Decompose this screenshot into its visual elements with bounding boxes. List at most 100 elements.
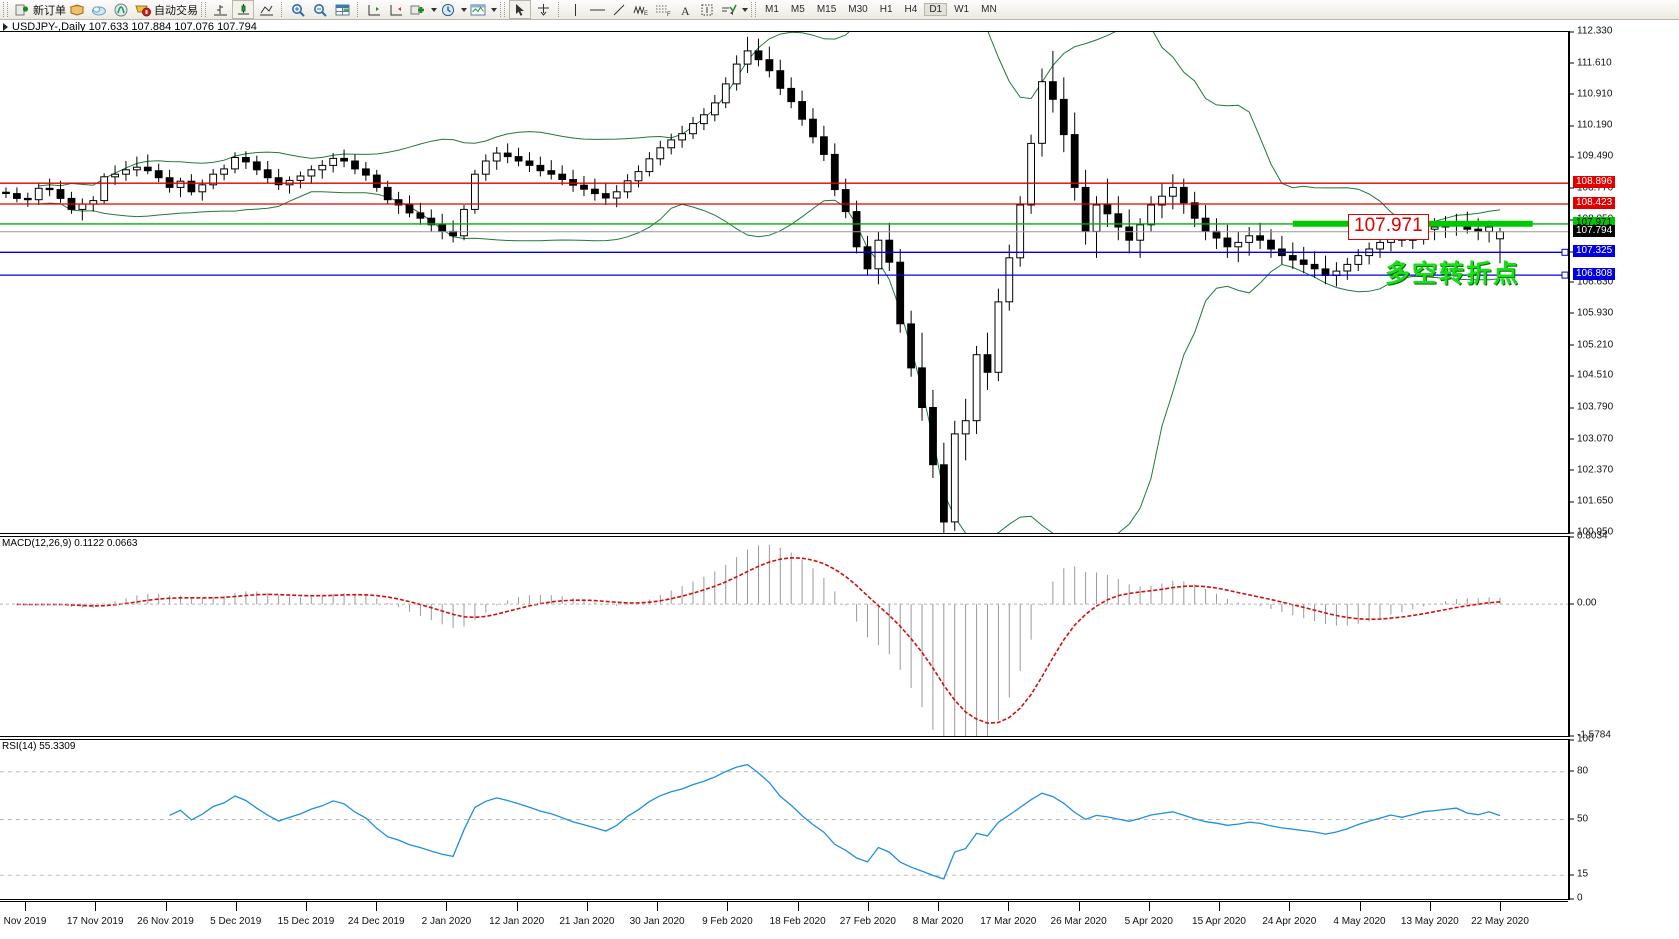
line-chart-icon[interactable] [256,1,276,18]
price-label-support[interactable]: 107.325 [1573,245,1616,258]
mql5-community-icon[interactable] [133,1,153,18]
price-scale[interactable]: 112.330111.610110.910110.190109.490108.7… [1568,26,1679,538]
time-tick-label: 21 Jan 2020 [559,916,615,927]
price-label-support[interactable]: 106.808 [1573,268,1616,281]
price-chart-canvas [0,32,1568,533]
text-icon[interactable]: A [675,1,695,18]
price-tick: 100.950 [1570,527,1613,538]
vertical-line-icon[interactable] [565,1,585,18]
label-icon[interactable] [697,1,717,18]
rsi-pane[interactable]: RSI(14) 55.3309 [0,739,1568,900]
bollinger-lower-band [38,191,1501,533]
cloud-icon[interactable] [89,1,109,18]
candlestick-chart-icon[interactable] [232,0,254,19]
rsi-line [169,763,1501,880]
chevron-down-icon-3[interactable] [491,7,497,12]
period-icon[interactable] [438,1,458,18]
timeframe-mn[interactable]: MN [981,4,997,15]
zoom-in-icon[interactable] [288,1,308,18]
time-tick-label: 8 Mar 2020 [912,916,964,927]
crosshair-icon[interactable] [533,1,553,18]
timeframe-h4[interactable]: H4 [904,4,918,15]
auto-trading-label[interactable]: 自动交易 [154,3,198,17]
macd-label: MACD(12,26,9) 0.1122 0.0663 [2,538,138,549]
line-drag-handle[interactable] [1561,248,1568,256]
price-label-resistance[interactable]: 108.423 [1573,197,1616,209]
new-order-icon[interactable] [12,1,32,18]
time-tick-mark [657,902,659,911]
price-label-resistance[interactable]: 108.896 [1573,176,1616,189]
horizontal-line-icon[interactable] [587,1,607,18]
time-tick-label: 27 Feb 2020 [839,916,896,927]
signals-icon[interactable] [111,1,131,18]
line-drag-handle[interactable] [1561,271,1568,279]
timeframe-h1[interactable]: H1 [879,4,893,15]
timeframe-m30[interactable]: M30 [848,4,868,15]
wave-icon[interactable]: E [631,1,651,18]
timeframe-d1[interactable]: D1 [924,3,948,16]
bollinger-upper-band [38,32,1501,225]
time-tick-mark [1148,902,1150,911]
chart-shift-icon[interactable] [386,1,406,18]
macd-tick: -1.5784 [1570,730,1611,741]
time-tick-label: 5 Apr 2020 [1124,916,1173,927]
time-tick-label: 15 Dec 2019 [277,916,335,927]
toolbar-grip-4[interactable] [751,2,756,17]
cursor-icon[interactable] [509,0,531,19]
macd-histogram [16,544,1501,736]
price-tick: 104.510 [1570,370,1613,381]
price-chart-pane[interactable] [0,31,1568,534]
time-tick-mark [727,902,729,911]
rsi-tick: 100 [1570,734,1594,745]
auto-scroll-icon[interactable] [364,1,384,18]
main-toolbar[interactable]: 新订单 自动交易 [0,0,1679,20]
toolbar-grip-3[interactable] [500,2,505,17]
macd-pane[interactable]: MACD(12,26,9) 0.1122 0.0663 [0,536,1568,737]
time-tick-label: 13 May 2020 [1400,916,1459,927]
shapes-icon[interactable] [719,1,739,18]
fibonacci-icon[interactable]: F [653,1,673,18]
time-tick-mark [797,902,799,911]
time-tick-mark [1289,902,1291,911]
zoom-out-icon[interactable] [310,1,330,18]
price-tick: 103.790 [1570,402,1613,413]
trendline-icon[interactable] [609,1,629,18]
bar-chart-icon[interactable] [210,1,230,18]
time-tick-label: 12 Jan 2020 [489,916,545,927]
toolbar-grip[interactable] [3,2,8,17]
price-callout[interactable]: 107.971 [1348,214,1429,240]
templates-icon[interactable] [468,1,488,18]
time-axis[interactable]: Nov 2019 17 Nov 2019 26 Nov 2019 5 Dec 2019… [0,901,1568,939]
data-window-grid-icon[interactable] [332,1,352,18]
chevron-down-icon-2[interactable] [461,7,467,12]
timeframe-group[interactable]: M1 M5 M15 M30 H1 H4 D1 W1 MN [759,3,1003,16]
macd-scale[interactable]: 0.8034 0.00 -1.5784 [1568,531,1679,741]
chart-marker-icon [3,23,8,31]
candlestick-series [2,36,1504,533]
price-label-last-price[interactable]: 107.794 [1573,224,1616,237]
timeframe-m5[interactable]: M5 [790,4,805,15]
time-tick-mark [25,902,26,911]
rsi-scale[interactable]: 100 80 50 15 0 [1568,734,1679,904]
time-tick-mark [867,902,869,911]
data-window-icon[interactable] [67,1,87,18]
price-tick: 111.610 [1570,57,1612,68]
time-tick-label: 17 Mar 2020 [980,916,1037,927]
new-order-label[interactable]: 新订单 [33,3,66,17]
chinese-annotation[interactable]: 多空转折点 [1385,259,1521,288]
price-tick: 110.190 [1570,120,1612,131]
time-tick-mark [376,902,378,911]
timeframe-m1[interactable]: M1 [765,4,779,15]
timeframe-m15[interactable]: M15 [816,4,837,15]
time-tick-label: Nov 2019 [3,916,47,927]
time-tick-mark [586,902,588,911]
chevron-down-icon-4[interactable] [742,7,748,12]
chevron-down-icon[interactable] [431,7,437,12]
time-tick-mark [446,902,448,911]
toolbar-grip-2[interactable] [201,2,206,17]
symbol-ohlc-text: USDJPY-,Daily 107.633 107.884 107.076 10… [12,21,257,33]
indicators-icon[interactable] [408,1,428,18]
price-tick: 103.070 [1570,433,1613,444]
time-tick-label: 15 Apr 2020 [1192,916,1246,927]
timeframe-w1[interactable]: W1 [954,4,970,15]
